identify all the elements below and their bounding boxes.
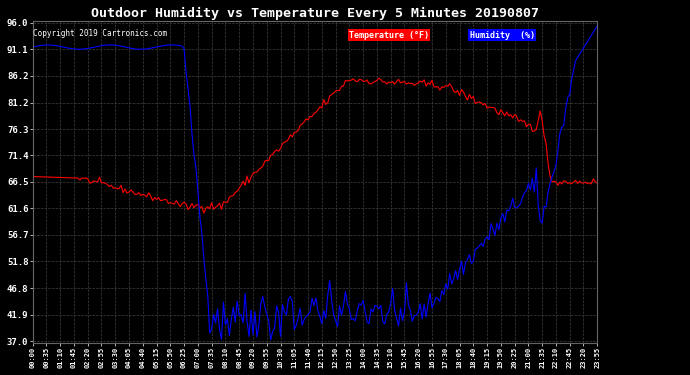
Title: Outdoor Humidity vs Temperature Every 5 Minutes 20190807: Outdoor Humidity vs Temperature Every 5 … [91, 7, 539, 20]
Text: Copyright 2019 Cartronics.com: Copyright 2019 Cartronics.com [32, 29, 167, 38]
Text: Temperature (°F): Temperature (°F) [349, 31, 429, 40]
Text: Humidity  (%): Humidity (%) [470, 31, 535, 40]
